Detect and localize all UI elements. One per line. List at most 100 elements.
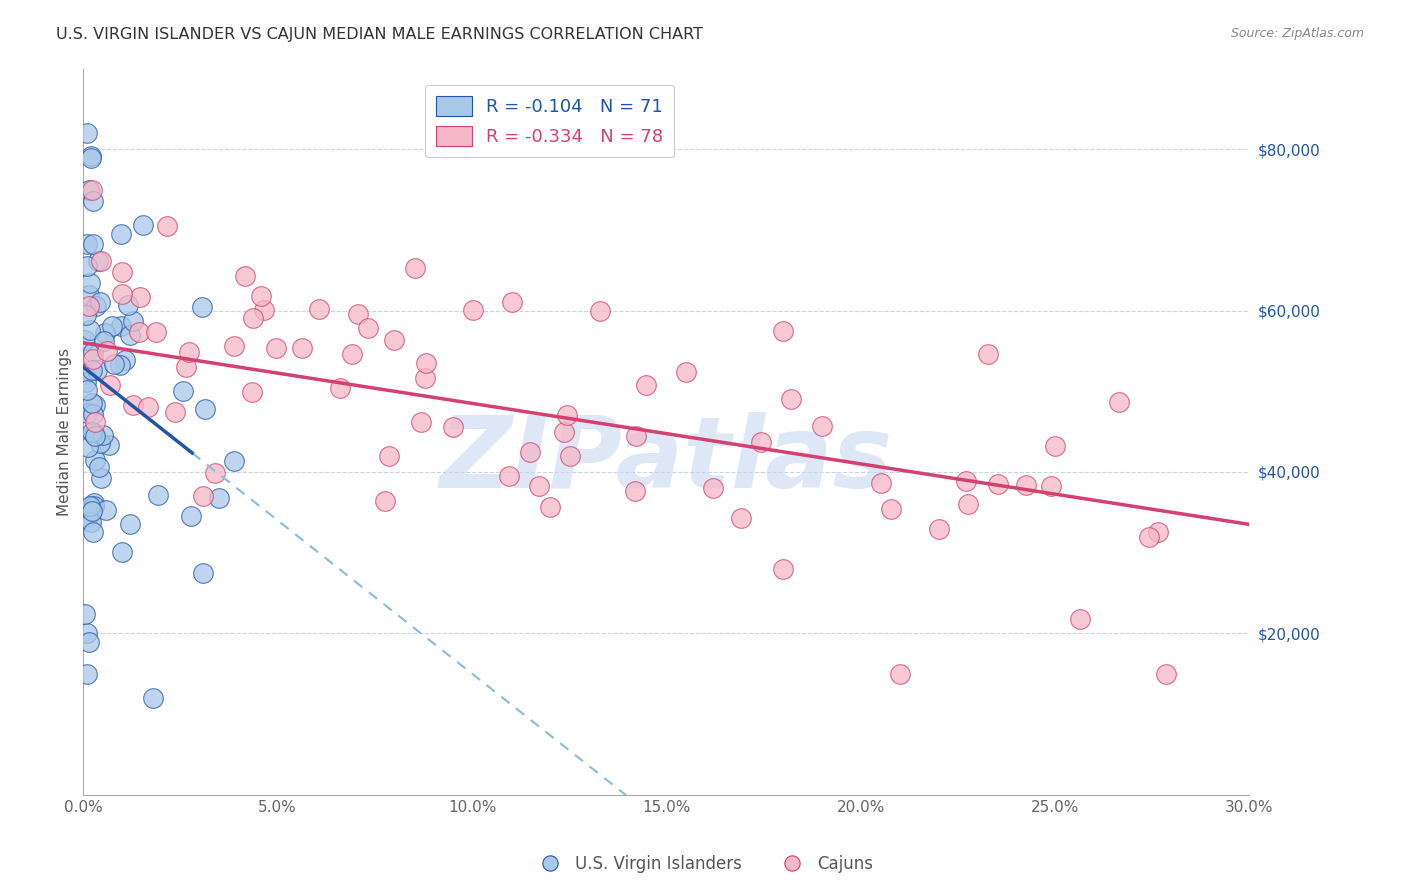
Point xyxy=(404,261,426,276)
Point xyxy=(553,425,575,439)
Point xyxy=(108,358,131,372)
Point xyxy=(308,301,330,316)
Text: U.S. VIRGIN ISLANDER VS CAJUN MEDIAN MALE EARNINGS CORRELATION CHART: U.S. VIRGIN ISLANDER VS CAJUN MEDIAN MAL… xyxy=(56,27,703,42)
Point xyxy=(77,299,100,313)
Point xyxy=(204,466,226,480)
Point xyxy=(501,295,523,310)
Point xyxy=(77,635,100,649)
Point xyxy=(76,259,98,273)
Point xyxy=(96,344,118,359)
Point xyxy=(342,347,364,361)
Point xyxy=(111,545,134,559)
Point xyxy=(75,333,97,347)
Point xyxy=(114,353,136,368)
Point xyxy=(927,522,949,536)
Point xyxy=(1147,524,1170,539)
Point xyxy=(224,338,246,352)
Point xyxy=(555,409,578,423)
Point xyxy=(84,415,107,429)
Point xyxy=(180,509,202,524)
Point xyxy=(235,269,257,284)
Point xyxy=(76,667,98,681)
Point xyxy=(702,481,724,495)
Point xyxy=(79,276,101,290)
Point xyxy=(82,352,104,367)
Point xyxy=(79,323,101,337)
Point xyxy=(90,254,112,268)
Point xyxy=(77,182,100,196)
Point xyxy=(242,310,264,325)
Point xyxy=(1108,395,1130,409)
Point xyxy=(82,194,104,209)
Point xyxy=(76,237,98,252)
Point xyxy=(80,151,103,165)
Point xyxy=(111,286,134,301)
Point xyxy=(98,377,121,392)
Point xyxy=(193,566,215,580)
Point xyxy=(222,454,245,468)
Point xyxy=(172,384,194,398)
Point xyxy=(1015,478,1038,492)
Y-axis label: Median Male Earnings: Median Male Earnings xyxy=(58,348,72,516)
Point xyxy=(76,406,98,420)
Point xyxy=(89,435,111,450)
Point xyxy=(118,328,141,343)
Point xyxy=(253,302,276,317)
Point xyxy=(329,381,352,395)
Point xyxy=(77,510,100,524)
Point xyxy=(77,440,100,454)
Point xyxy=(870,475,893,490)
Point xyxy=(83,499,105,513)
Point xyxy=(83,496,105,510)
Point xyxy=(811,419,834,434)
Point xyxy=(156,219,179,234)
Point xyxy=(461,303,484,318)
Point xyxy=(100,318,122,333)
Point xyxy=(111,265,134,279)
Point xyxy=(249,289,271,303)
Point xyxy=(128,326,150,340)
Point xyxy=(558,449,581,463)
Point xyxy=(1043,439,1066,453)
Point xyxy=(588,304,610,318)
Point xyxy=(191,300,214,314)
Point xyxy=(110,227,132,242)
Point xyxy=(83,452,105,467)
Point xyxy=(82,407,104,421)
Point xyxy=(80,516,103,530)
Point xyxy=(987,476,1010,491)
Point xyxy=(1040,479,1063,493)
Point xyxy=(730,510,752,524)
Point xyxy=(772,562,794,576)
Point xyxy=(176,360,198,375)
Point xyxy=(1137,530,1160,544)
Point xyxy=(519,445,541,459)
Point xyxy=(1154,666,1177,681)
Point xyxy=(79,499,101,513)
Point xyxy=(90,471,112,485)
Point xyxy=(80,362,103,376)
Point xyxy=(122,314,145,328)
Point xyxy=(634,378,657,392)
Point xyxy=(118,516,141,531)
Point xyxy=(626,429,648,443)
Point xyxy=(83,425,105,440)
Point xyxy=(411,415,433,429)
Point xyxy=(82,237,104,252)
Point xyxy=(415,356,437,370)
Point xyxy=(77,288,100,302)
Point xyxy=(194,401,217,416)
Point xyxy=(527,479,550,493)
Point xyxy=(177,345,200,359)
Point xyxy=(76,626,98,640)
Point xyxy=(675,365,697,379)
Legend: R = -0.104   N = 71, R = -0.334   N = 78: R = -0.104 N = 71, R = -0.334 N = 78 xyxy=(425,85,675,157)
Point xyxy=(76,126,98,140)
Point xyxy=(374,493,396,508)
Point xyxy=(889,666,911,681)
Point xyxy=(498,469,520,483)
Point xyxy=(129,290,152,304)
Point xyxy=(145,326,167,340)
Text: Source: ZipAtlas.com: Source: ZipAtlas.com xyxy=(1230,27,1364,40)
Point xyxy=(80,396,103,410)
